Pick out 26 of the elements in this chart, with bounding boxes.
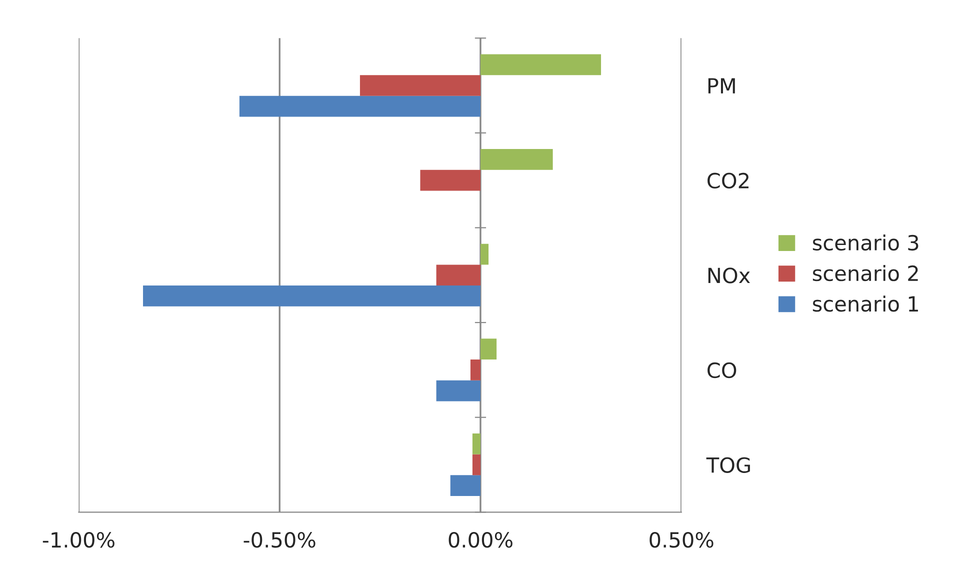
y-tick-label: CO2 (708, 172, 748, 189)
bar (420, 170, 480, 191)
bar (480, 244, 489, 265)
bar (436, 264, 480, 286)
y-tick-label: CO (708, 362, 736, 378)
y-tick-label: NOx (708, 268, 750, 284)
y-tick-label: PM (708, 78, 735, 94)
x-tick-label: 0.00% (448, 532, 512, 548)
bar (480, 149, 553, 170)
bar (480, 338, 497, 360)
bar (360, 75, 480, 96)
legend-label: scenario 1 (812, 296, 918, 312)
bar (472, 433, 480, 454)
x-tick-label: 0.50% (650, 532, 714, 548)
bar (143, 286, 480, 306)
bar (480, 54, 602, 76)
x-tick-label: -0.50% (244, 532, 316, 548)
bar (436, 380, 480, 402)
bar (450, 475, 480, 496)
y-tick-label: TOG (706, 457, 750, 473)
bar (470, 360, 480, 380)
legend-label: scenario 3 (812, 234, 918, 251)
legend-label: scenario 2 (812, 265, 918, 282)
bar (472, 454, 480, 476)
x-tick-label: -1.00% (42, 532, 114, 548)
bar (239, 96, 480, 117)
